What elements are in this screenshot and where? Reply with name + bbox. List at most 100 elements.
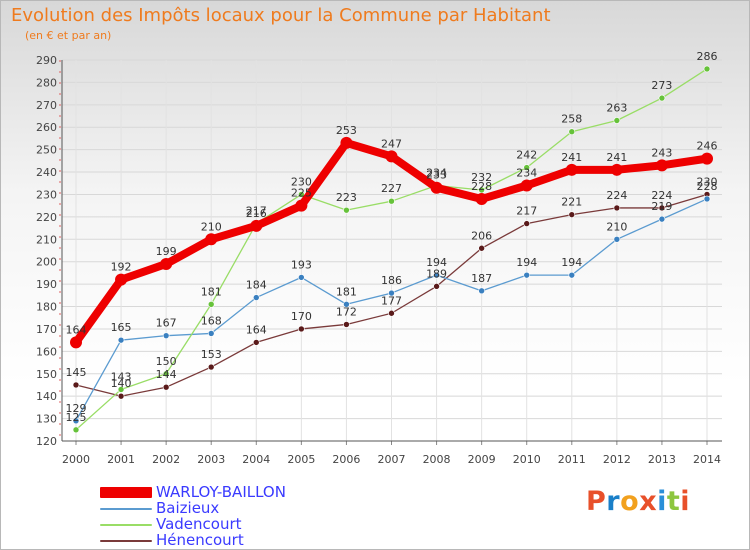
data-label: 232: [471, 171, 492, 184]
data-point: [298, 191, 305, 198]
data-point: [117, 336, 125, 344]
data-label: 216: [246, 207, 267, 220]
data-label: 194: [516, 256, 537, 269]
data-point: [117, 392, 125, 400]
data-label: 192: [111, 261, 132, 274]
data-label: 224: [606, 189, 627, 202]
data-point: [613, 117, 621, 124]
data-label: 143: [111, 370, 132, 383]
y-tick-label: 260: [36, 121, 57, 134]
series-lines: [70, 65, 713, 434]
data-label: 144: [156, 368, 177, 381]
data-point: [72, 426, 80, 434]
legend-label: Hénencourt: [156, 531, 244, 549]
y-tick-label: 200: [36, 256, 57, 269]
data-point: [658, 204, 666, 212]
data-label: 187: [471, 272, 492, 285]
y-tick-label: 140: [36, 390, 57, 403]
y-tick-label: 120: [36, 435, 57, 448]
y-tick-label: 180: [36, 301, 57, 314]
data-label: 150: [156, 355, 177, 368]
data-label: 247: [381, 137, 402, 150]
logo-letter: i: [680, 486, 691, 517]
data-label: 210: [606, 220, 627, 233]
data-label: 228: [697, 180, 718, 193]
data-point: [115, 273, 128, 286]
x-tick-label: 2009: [468, 453, 496, 466]
legend-label: Baizieux: [156, 499, 220, 517]
x-tick-label: 2014: [693, 453, 721, 466]
data-point: [565, 163, 578, 176]
x-tick-label: 2002: [152, 453, 180, 466]
data-label: 129: [66, 402, 87, 415]
data-label: 189: [426, 267, 447, 280]
data-label: 186: [381, 274, 402, 287]
y-tick-label: 230: [36, 188, 57, 201]
data-label: 224: [651, 189, 672, 202]
x-tick-label: 2011: [558, 453, 586, 466]
data-label: 194: [426, 256, 447, 269]
data-label: 199: [156, 245, 177, 258]
data-label: 225: [291, 187, 312, 200]
data-label: 286: [697, 50, 718, 63]
logo-letter: r: [606, 486, 621, 517]
data-point: [703, 65, 711, 73]
data-label: 217: [516, 205, 537, 218]
data-point: [70, 336, 82, 349]
data-label: 145: [66, 366, 87, 379]
data-point: [523, 220, 531, 227]
legend-label: Vadencourt: [156, 515, 242, 533]
data-label: 172: [336, 305, 357, 318]
x-tick-label: 2006: [332, 453, 360, 466]
logo-letter: x: [639, 486, 658, 517]
data-label: 217: [246, 205, 267, 218]
data-point: [703, 195, 711, 203]
legend: WARLOY-BAILLON Baizieux Vadencourt Hénen…: [100, 483, 400, 549]
data-label: 230: [697, 175, 718, 188]
y-tick-label: 220: [36, 211, 57, 224]
data-point: [160, 257, 173, 270]
x-tick-label: 2010: [513, 453, 541, 466]
data-point: [252, 339, 260, 346]
legend-label: WARLOY-BAILLON: [156, 483, 286, 501]
logo-letter: t: [666, 486, 681, 517]
data-point: [523, 164, 531, 171]
data-point: [72, 381, 80, 389]
data-point: [613, 235, 621, 243]
legend-swatch: [100, 540, 152, 542]
data-point: [388, 309, 395, 317]
y-tick-label: 130: [36, 413, 57, 426]
data-label: 243: [651, 146, 672, 159]
data-label: 153: [201, 348, 222, 361]
y-tick-label: 160: [36, 345, 57, 358]
logo-letter: P: [586, 486, 607, 517]
data-label: 221: [561, 196, 582, 209]
data-label: 241: [561, 151, 582, 164]
y-tick-label: 240: [36, 166, 57, 179]
x-tick-label: 2003: [197, 453, 225, 466]
x-tick-label: 2004: [242, 453, 270, 466]
data-point: [701, 152, 713, 165]
data-label: 165: [111, 321, 132, 334]
data-label: 233: [426, 169, 447, 182]
data-point: [207, 300, 215, 308]
y-tick-label: 280: [36, 76, 57, 89]
data-label: 227: [381, 182, 402, 195]
data-point: [252, 294, 260, 301]
data-point: [343, 206, 350, 214]
y-tick-label: 270: [36, 99, 57, 112]
chart-subtitle: (en € et par an): [25, 29, 112, 42]
data-label: 164: [66, 323, 87, 336]
data-label: 242: [516, 149, 537, 162]
data-point: [298, 325, 305, 333]
data-point: [298, 274, 305, 281]
data-point: [520, 179, 533, 192]
data-label: 206: [471, 229, 492, 242]
data-label: 177: [381, 294, 402, 307]
data-point: [655, 159, 668, 172]
legend-swatch: [100, 524, 152, 526]
legend-item-baizieux: Baizieux: [100, 499, 400, 517]
y-tick-label: 150: [36, 368, 57, 381]
legend-item-vadencourt: Vadencourt: [100, 515, 400, 533]
